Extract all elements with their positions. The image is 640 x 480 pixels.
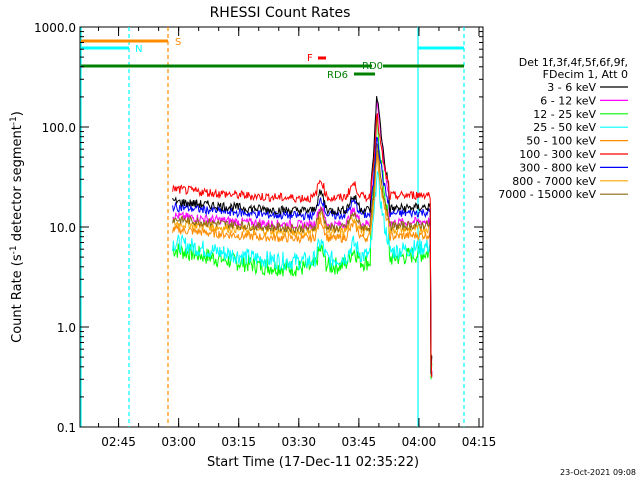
flare-label: F — [307, 53, 313, 64]
legend-item-label: 800 - 7000 keV — [512, 175, 596, 188]
series-line — [172, 142, 433, 356]
night-label: N — [135, 44, 142, 55]
series-line — [172, 153, 433, 376]
generation-timestamp: 23-Oct-2021 09:08 — [560, 468, 636, 477]
x-tick-label: 03:30 — [281, 435, 316, 449]
x-tick-label: 03:00 — [161, 435, 196, 449]
saa-label: S — [175, 37, 181, 48]
legend-item-label: 50 - 100 keV — [526, 135, 596, 148]
y-tick-label: 1.0 — [57, 321, 76, 335]
series-line — [172, 136, 433, 377]
legend-item-label: 3 - 6 keV — [547, 81, 596, 94]
series-line — [172, 113, 433, 378]
legend-header-line-2: FDecim 1, Att 0 — [543, 68, 628, 81]
y-axis-label: Count Rate (s-1 detector segment-1) — [9, 111, 25, 343]
x-axis-label: Start Time (17-Dec-11 02:35:22) — [207, 455, 419, 470]
y-axis: 0.1 1.0 10.0 100.0 1000.0 — [34, 21, 483, 435]
y-tick-label: 1000.0 — [34, 21, 76, 35]
chart-title: RHESSI Count Rates — [210, 5, 351, 21]
y-tick-label: 10.0 — [49, 221, 76, 235]
y-tick-label: 100.0 — [42, 121, 76, 135]
rd6-label: RD6 — [327, 70, 348, 81]
x-axis: 02:45 03:00 03:15 03:30 03:45 04:00 04:15 — [98, 27, 497, 449]
series-line — [172, 115, 433, 380]
x-tick-label: 02:45 — [101, 435, 136, 449]
legend-item-label: 12 - 25 keV — [533, 108, 596, 121]
legend-header-line-1: Det 1f,3f,4f,5f,6f,9f, — [519, 56, 628, 69]
legend: Det 1f,3f,4f,5f,6f,9f, FDecim 1, Att 0 3… — [498, 56, 628, 201]
series-line — [172, 149, 432, 372]
x-tick-label: 03:15 — [221, 435, 256, 449]
legend-item-label: 7000 - 15000 keV — [498, 188, 596, 201]
series-layer — [172, 96, 433, 380]
x-tick-label: 04:15 — [462, 435, 497, 449]
series-line — [172, 170, 433, 357]
legend-item-label: 25 - 50 keV — [533, 121, 596, 134]
legend-item-label: 6 - 12 keV — [540, 94, 596, 107]
plot-frame — [79, 26, 484, 428]
legend-item-label: 300 - 800 keV — [519, 161, 596, 174]
rd0-label: RD0 — [362, 61, 383, 72]
annotation-layer: N S F RD0 RD6 — [80, 27, 465, 427]
x-tick-label: 03:45 — [342, 435, 377, 449]
legend-item-label: 100 - 300 keV — [519, 148, 596, 161]
y-tick-label: 0.1 — [57, 421, 76, 435]
x-tick-label: 04:00 — [402, 435, 437, 449]
